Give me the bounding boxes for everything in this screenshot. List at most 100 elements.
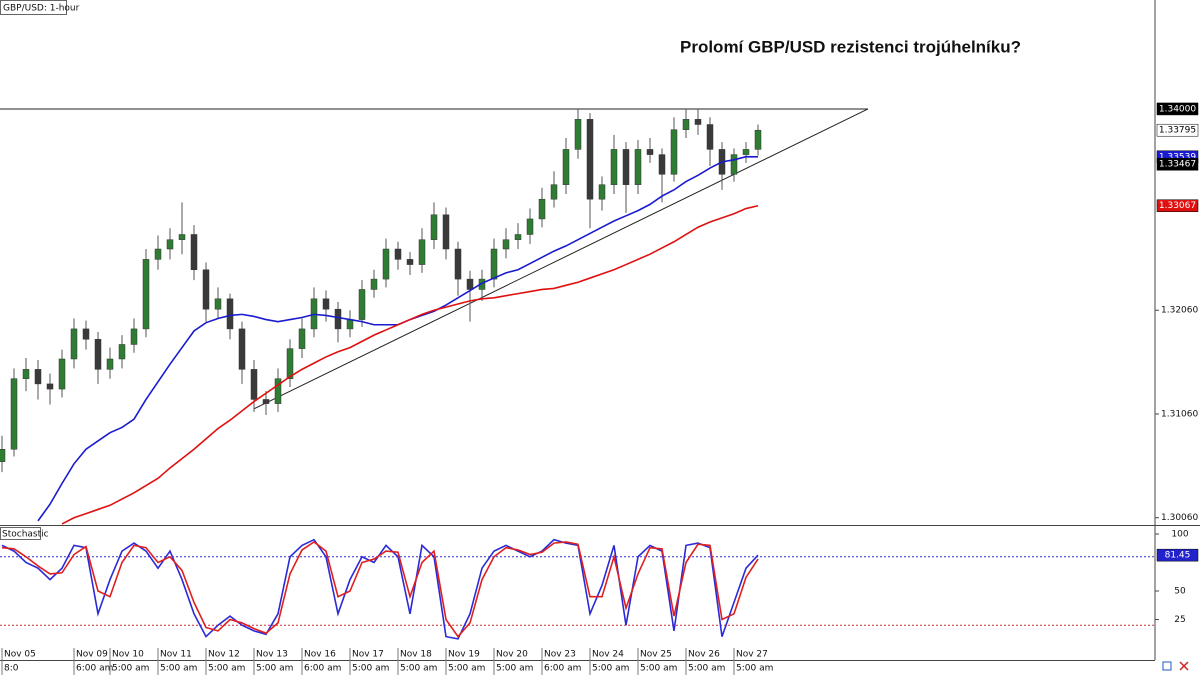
x-time-label: 5:00 am <box>448 664 485 674</box>
trend-line <box>253 108 869 410</box>
candle-body <box>430 214 438 240</box>
x-tick-label: Nov 10 <box>112 650 144 660</box>
candle-body <box>358 289 366 320</box>
stoch-tick-label: 100 <box>1171 530 1188 540</box>
price-label: 1.33067 <box>1159 201 1196 211</box>
candle-body <box>178 234 186 240</box>
x-tick-label: Nov 17 <box>352 650 384 660</box>
candle-body <box>10 378 18 450</box>
x-time-label: 5:00 am <box>160 664 197 674</box>
x-time-label: 5:00 am <box>496 664 533 674</box>
x-time-label: 5:00 am <box>592 664 629 674</box>
y-tick-label: 1.32060 <box>1161 306 1198 316</box>
x-tick-label: Nov 24 <box>592 650 624 660</box>
candle-body <box>22 369 30 379</box>
stochastic-line <box>1 540 759 638</box>
y-tick-label: 1.30060 <box>1161 513 1198 523</box>
candle-body <box>394 248 402 260</box>
candle-body <box>586 119 594 200</box>
candle-body <box>202 269 210 310</box>
x-tick-label: Nov 20 <box>496 650 528 660</box>
candle-body <box>514 234 522 240</box>
icons <box>1162 661 1189 671</box>
candle-body <box>118 344 126 360</box>
y-tick-label: 1.31060 <box>1161 409 1198 419</box>
chart-title: Prolomí GBP/USD rezistenci trojúhelníku? <box>680 37 1021 56</box>
price-label: 1.33467 <box>1159 160 1196 170</box>
price-label-box <box>1156 102 1199 116</box>
x-tick-label: Nov 16 <box>304 650 336 660</box>
price-label: 1.33795 <box>1159 126 1196 136</box>
x-tick-label: Nov 19 <box>448 650 480 660</box>
candle-body <box>646 149 654 155</box>
candle-body <box>262 399 270 404</box>
price-label: 1.34000 <box>1159 104 1196 114</box>
x-tick-label: Nov 05 <box>4 650 36 660</box>
candle-body <box>610 149 618 185</box>
x-time-label: 5:00 am <box>208 664 245 674</box>
candle-body <box>370 278 378 290</box>
x-tick-label: Nov 18 <box>400 650 432 660</box>
candle-body <box>154 248 162 260</box>
symbol-box <box>0 0 67 15</box>
x-time-label: 8:0 <box>4 664 19 674</box>
x-time-label: 5:00 am <box>256 664 293 674</box>
x-time-label: 5:00 am <box>736 664 773 674</box>
x-time-label: 6:00 am <box>304 664 341 674</box>
candle-body <box>730 154 738 175</box>
price-label: 81.45 <box>1165 551 1191 561</box>
icon <box>1179 661 1189 671</box>
candle-body <box>0 449 6 462</box>
candle-body <box>622 149 630 185</box>
moving-average <box>61 204 759 525</box>
candle-body <box>550 184 558 200</box>
candle-body <box>706 124 714 150</box>
candle-body <box>670 129 678 175</box>
x-tick-label: Nov 26 <box>688 650 720 660</box>
candle-body <box>82 328 90 340</box>
candle-body <box>598 184 606 200</box>
candle-body <box>334 308 342 330</box>
candle-body <box>214 298 222 310</box>
price-label-box <box>1156 123 1199 137</box>
candle-body <box>58 358 66 390</box>
x-tick-label: Nov 13 <box>256 650 288 660</box>
stoch-tick-label: 50 <box>1174 587 1186 597</box>
candle-body <box>658 154 666 175</box>
candle-body <box>754 129 762 150</box>
candle-body <box>166 239 174 250</box>
price-label-box <box>1156 548 1199 562</box>
candle-body <box>502 239 510 250</box>
candle-body <box>34 369 42 385</box>
candle-body <box>250 369 258 400</box>
candle-body <box>226 298 234 330</box>
indicator-label: Stochastic <box>2 530 49 540</box>
icon <box>1162 661 1172 671</box>
x-tick-label: Nov 27 <box>736 650 768 660</box>
candle-body <box>442 214 450 250</box>
price-label: 1.33539 <box>1159 152 1196 162</box>
candle-body <box>46 383 54 390</box>
candle-body <box>574 119 582 150</box>
x-time-label: 5:00 am <box>400 664 437 674</box>
price-label-box <box>1156 157 1199 171</box>
candle-body <box>142 259 150 330</box>
candle-body <box>190 234 198 271</box>
x-time-label: 5:00 am <box>640 664 677 674</box>
candle-body <box>562 149 570 185</box>
candle-body <box>346 319 354 330</box>
x-tick-label: Nov 25 <box>640 650 672 660</box>
candle-body <box>466 278 474 290</box>
price-label-box <box>1156 199 1199 212</box>
candle-body <box>682 119 690 130</box>
candle-body <box>70 328 78 360</box>
x-time-label: 5:00 am <box>112 664 149 674</box>
candle-body <box>526 218 534 235</box>
candle-body <box>94 339 102 370</box>
x-time-label: 6:00 am <box>76 664 113 674</box>
stoch-tick-label: 25 <box>1174 615 1185 625</box>
x-time-label: 6:00 am <box>544 664 581 674</box>
candle-body <box>490 248 498 280</box>
